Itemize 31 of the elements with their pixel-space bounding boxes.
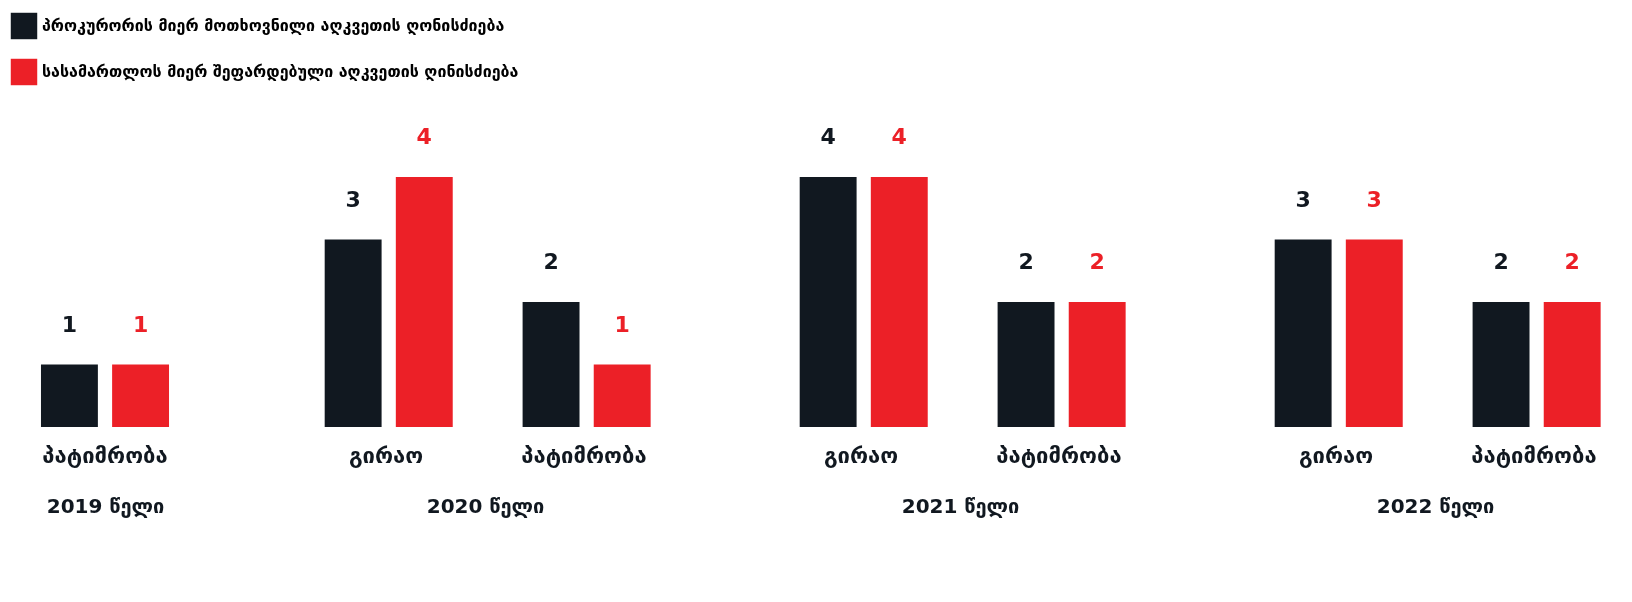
x-axis-title: 2019 წელი: [46, 493, 165, 518]
data-label: 2: [1089, 249, 1105, 274]
x-tick-label: პატიმრობა: [996, 442, 1122, 468]
data-label: 4: [891, 124, 907, 149]
legend-label: პროკურორის მიერ მოთხოვნილი აღკვეთის ღონისძიება: [42, 16, 505, 35]
x-tick-label: გირაო: [348, 442, 424, 468]
data-label: 4: [820, 124, 836, 149]
data-label: 3: [1366, 186, 1382, 212]
data-label: 1: [614, 311, 630, 337]
data-label: 2: [543, 249, 559, 274]
data-label: 1: [61, 311, 78, 337]
x-axis-title: 2020 წელი: [426, 493, 545, 518]
data-label: 3: [1295, 186, 1311, 212]
x-axis-title: 2022 წელი: [1376, 493, 1495, 518]
bar: [593, 364, 651, 427]
data-label: 4: [416, 124, 432, 149]
x-tick-label: გირაო: [1298, 442, 1374, 468]
data-label: 2: [1493, 249, 1509, 274]
x-tick-label: გირაო: [823, 442, 899, 468]
data-label: 2: [1564, 249, 1580, 274]
x-tick-label: პატიმრობა: [1471, 442, 1597, 468]
legend-label: სასამართლოს მიერ შეფარდებული აღკვეთის ღინისძიება: [42, 62, 519, 81]
bar: [395, 177, 453, 427]
x-axis-title: 2021 წელი: [901, 493, 1020, 518]
data-label: 3: [345, 186, 361, 212]
x-tick-label: პატიმრობა: [521, 442, 647, 468]
data-label: 2: [1018, 249, 1034, 274]
bar: [324, 239, 382, 427]
bar: [522, 302, 580, 427]
data-label: 1: [132, 311, 149, 337]
x-tick-label: პატიმრობა: [42, 442, 168, 468]
